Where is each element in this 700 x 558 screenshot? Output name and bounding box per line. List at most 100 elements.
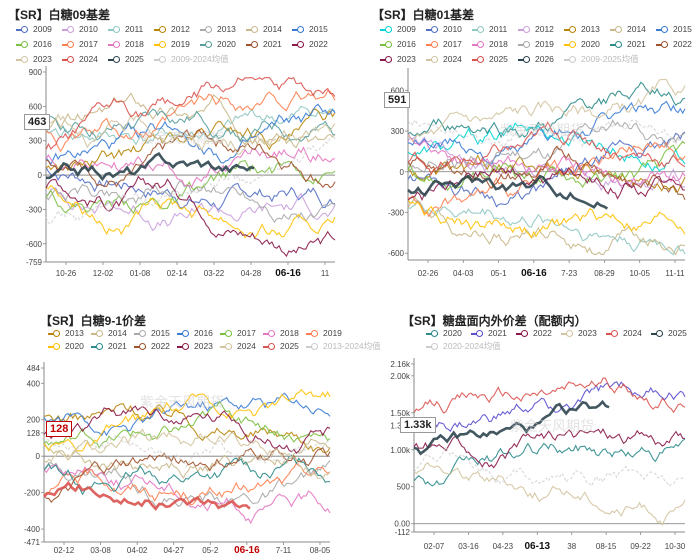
legend-item-2018[interactable]: 2018 [108, 39, 144, 50]
legend-item-2022[interactable]: 2022 [292, 39, 328, 50]
legend-item-2010[interactable]: 2010 [62, 24, 98, 35]
legend-marker [205, 26, 212, 34]
series-line-2021 [413, 381, 686, 432]
legend-label: 2014 [108, 328, 127, 338]
y-tick-label: 0 [400, 168, 405, 177]
legend-marker [251, 26, 258, 34]
legend-item-2022[interactable]: 2022 [656, 39, 692, 50]
legend-item-2023[interactable]: 2023 [561, 328, 597, 339]
legend-item-2021[interactable]: 2021 [610, 39, 646, 50]
series-line-2014 [45, 92, 336, 149]
legend-item-2020[interactable]: 2020 [200, 39, 236, 50]
legend-item-2021[interactable]: 2021 [246, 39, 282, 50]
legend-item-2025[interactable]: 2025 [108, 54, 144, 65]
legend-marker [225, 330, 232, 338]
legend-label: 2013 [581, 24, 600, 34]
legend-label: 2015 [309, 24, 328, 34]
legend-item-2013-2024均值[interactable]: 2013-2024均值 [306, 341, 381, 352]
legend-label: 2014 [627, 24, 646, 34]
legend-item-2016[interactable]: 2016 [380, 39, 416, 50]
legend-item-2023[interactable]: 2023 [177, 341, 213, 352]
series-line-2022 [45, 175, 336, 258]
legend-item-2014[interactable]: 2014 [610, 24, 646, 35]
legend-item-2014[interactable]: 2014 [91, 328, 127, 339]
series-line-2015 [43, 460, 331, 509]
legend-marker [67, 56, 74, 64]
legend-item-2017[interactable]: 2017 [62, 39, 98, 50]
legend-marker [311, 330, 318, 338]
legend-marker [53, 330, 60, 338]
series-line-2018 [45, 146, 336, 188]
y-tick-label: 300 [29, 137, 43, 146]
legend-item-2011[interactable]: 2011 [108, 24, 143, 35]
legend-item-2012[interactable]: 2012 [518, 24, 554, 35]
legend-item-2011[interactable]: 2011 [472, 24, 507, 35]
legend-item-2024[interactable]: 2024 [606, 328, 642, 339]
legend-item-2009[interactable]: 2009 [16, 24, 52, 35]
legend-marker [569, 26, 576, 34]
legend-item-2026[interactable]: 2026 [518, 54, 554, 65]
legend-item-2015[interactable]: 2015 [292, 24, 328, 35]
legend-item-2020[interactable]: 2020 [48, 341, 84, 352]
legend-item-2017[interactable]: 2017 [426, 39, 462, 50]
legend-item-2016[interactable]: 2016 [16, 39, 52, 50]
legend-item-2012[interactable]: 2012 [154, 24, 190, 35]
legend-item-2016[interactable]: 2016 [177, 328, 213, 339]
legend-label: 2025 [668, 328, 687, 338]
legend-item-2013[interactable]: 2013 [564, 24, 600, 35]
legend-item-2015[interactable]: 2015 [134, 328, 170, 339]
legend-marker [67, 41, 74, 49]
y-tick-label: -600 [388, 249, 405, 258]
legend-item-2013[interactable]: 2013 [48, 328, 84, 339]
legend-item-2018[interactable]: 2018 [263, 328, 299, 339]
legend-marker [159, 56, 166, 64]
legend-item-2015[interactable]: 2015 [656, 24, 692, 35]
current-value-label: 591 [384, 92, 411, 108]
legend-item-2023[interactable]: 2023 [16, 54, 52, 65]
legend-marker [431, 41, 438, 49]
series-line-2023 [413, 462, 686, 526]
legend-item-2020-2024均值[interactable]: 2020-2024均值 [426, 341, 501, 352]
legend-item-2023[interactable]: 2023 [380, 54, 416, 65]
x-tick-label: 10-26 [56, 269, 77, 278]
x-tick-label: 04-27 [163, 546, 184, 555]
legend-item-2018[interactable]: 2018 [472, 39, 508, 50]
legend-item-2021[interactable]: 2021 [471, 328, 507, 339]
legend-item-2009-2024均值[interactable]: 2009-2024均值 [154, 54, 229, 65]
legend-item-2009[interactable]: 2009 [380, 24, 416, 35]
legend-item-2019[interactable]: 2019 [306, 328, 342, 339]
legend-item-2019[interactable]: 2019 [154, 39, 190, 50]
series-line-2010 [45, 187, 336, 232]
legend-item-2010[interactable]: 2010 [426, 24, 462, 35]
legend-item-2017[interactable]: 2017 [220, 328, 256, 339]
x-tick-label: 10-30 [665, 542, 686, 551]
legend-item-2021[interactable]: 2021 [91, 341, 127, 352]
legend-item-2013[interactable]: 2013 [200, 24, 236, 35]
legend-label: 2019 [535, 39, 554, 49]
series-line-2022 [43, 446, 331, 504]
legend-item-2022[interactable]: 2022 [516, 328, 552, 339]
legend-item-2024[interactable]: 2024 [220, 341, 256, 352]
legend-item-2024[interactable]: 2024 [62, 54, 98, 65]
y-tick-label: 500 [397, 483, 411, 492]
legend-item-2020[interactable]: 2020 [564, 39, 600, 50]
legend-label: 2025 [280, 341, 299, 351]
legend-item-2022[interactable]: 2022 [134, 341, 170, 352]
series-line-2019 [45, 184, 336, 239]
legend-item-2025[interactable]: 2025 [263, 341, 299, 352]
chart-title: 【SR】白糖01基差 [372, 8, 475, 22]
legend-item-2024[interactable]: 2024 [426, 54, 462, 65]
legend-item-2025[interactable]: 2025 [472, 54, 508, 65]
x-tick-label: 04-23 [493, 542, 514, 551]
legend-item-2020[interactable]: 2020 [426, 328, 462, 339]
x-tick-label: 09-22 [630, 542, 651, 551]
chart-plot-area: 600 300 0 -300 -600 02-26 04-03 05-1 06-16 7-23 08… [388, 68, 686, 279]
legend-item-2019[interactable]: 2019 [518, 39, 554, 50]
legend-item-2009-2025均值[interactable]: 2009-2025均值 [564, 54, 639, 65]
legend-item-2025[interactable]: 2025 [651, 328, 687, 339]
legend-label: 2024 [237, 341, 256, 351]
legend-label: 2020 [581, 39, 600, 49]
legend-label: 2023 [33, 54, 52, 64]
legend-label: 2019 [171, 39, 190, 49]
legend-item-2014[interactable]: 2014 [246, 24, 282, 35]
